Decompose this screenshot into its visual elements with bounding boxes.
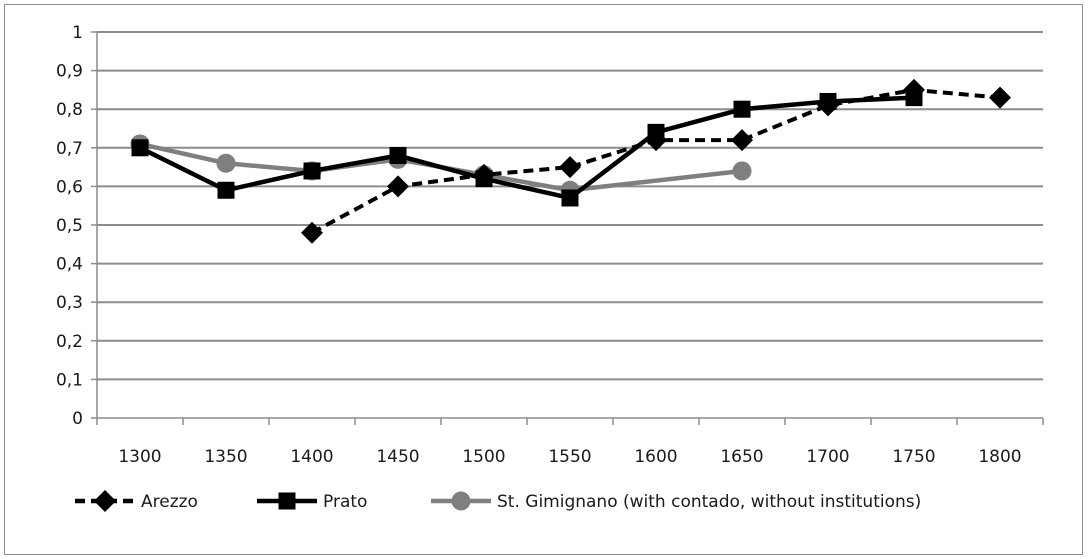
series-line: [139, 95, 915, 201]
series-square: [131, 89, 923, 207]
y-tick-label: 0,3: [56, 293, 83, 313]
data-point: [732, 161, 752, 181]
y-tick-label: 0,9: [56, 62, 83, 82]
x-tick-label: 1350: [204, 447, 247, 467]
series-group: [130, 78, 1011, 244]
legend-item: Prato: [257, 492, 367, 512]
y-tick-label: 0,7: [56, 139, 83, 159]
data-point: [989, 86, 1011, 109]
data-point: [733, 100, 751, 118]
legend-item: St. Gimignano (with contado, without ins…: [431, 491, 921, 512]
y-tick-label: 1: [72, 23, 83, 43]
x-axis-ticks: 1300 1350 1400 1450 1500 1550 1600 1650 1700 1750…: [118, 447, 1021, 467]
data-point: [819, 92, 837, 110]
y-tick-label: 0,6: [56, 177, 83, 197]
x-tick-label: 1300: [118, 447, 161, 467]
data-point: [301, 221, 323, 244]
y-tick-label: 0,1: [56, 370, 83, 390]
x-tick-label: 1650: [720, 447, 763, 467]
data-point: [561, 189, 579, 207]
data-point: [475, 170, 493, 188]
x-tick-label: 1400: [290, 447, 333, 467]
data-point: [303, 162, 321, 180]
x-tick-label: 1800: [978, 447, 1021, 467]
data-point: [217, 181, 235, 199]
data-point: [559, 156, 581, 179]
data-point: [905, 89, 923, 107]
data-point: [216, 153, 236, 173]
legend-item: Arezzo: [75, 490, 198, 512]
legend-label: Arezzo: [141, 492, 198, 512]
legend-swatch-marker: [94, 490, 116, 512]
data-point: [647, 123, 665, 141]
x-tick-label: 1550: [548, 447, 591, 467]
legend-label: St. Gimignano (with contado, without ins…: [497, 492, 921, 512]
chart-frame: 0 0,1 0,2 0,3 0,4 0,5 0,6 0,7 0,8 0,9 1 1300 1350 14…: [4, 4, 1083, 555]
line-chart: 0 0,1 0,2 0,3 0,4 0,5 0,6 0,7 0,8 0,9 1 1300 1350 14…: [56, 23, 1044, 512]
x-tick-label: 1750: [892, 447, 935, 467]
x-tick-label: 1600: [634, 447, 677, 467]
y-tick-label: 0,4: [56, 255, 83, 275]
data-point: [387, 175, 409, 198]
x-tick-label: 1500: [462, 447, 505, 467]
legend: Arezzo Prato St. Gimignano (with contado, …: [75, 490, 921, 512]
legend-swatch-marker: [451, 491, 471, 511]
y-tick-label: 0,5: [56, 216, 83, 236]
axes: [91, 31, 1044, 425]
x-tick-label: 1700: [806, 447, 849, 467]
y-tick-label: 0: [72, 409, 83, 429]
legend-label: Prato: [323, 492, 367, 512]
y-tick-label: 0,8: [56, 100, 83, 120]
y-tick-label: 0,2: [56, 332, 83, 352]
data-point: [131, 139, 149, 157]
y-axis-ticks: 0 0,1 0,2 0,3 0,4 0,5 0,6 0,7 0,8 0,9 1: [56, 23, 83, 429]
data-point: [731, 129, 753, 152]
data-point: [389, 147, 407, 165]
legend-swatch-marker: [278, 492, 296, 510]
x-tick-label: 1450: [376, 447, 419, 467]
